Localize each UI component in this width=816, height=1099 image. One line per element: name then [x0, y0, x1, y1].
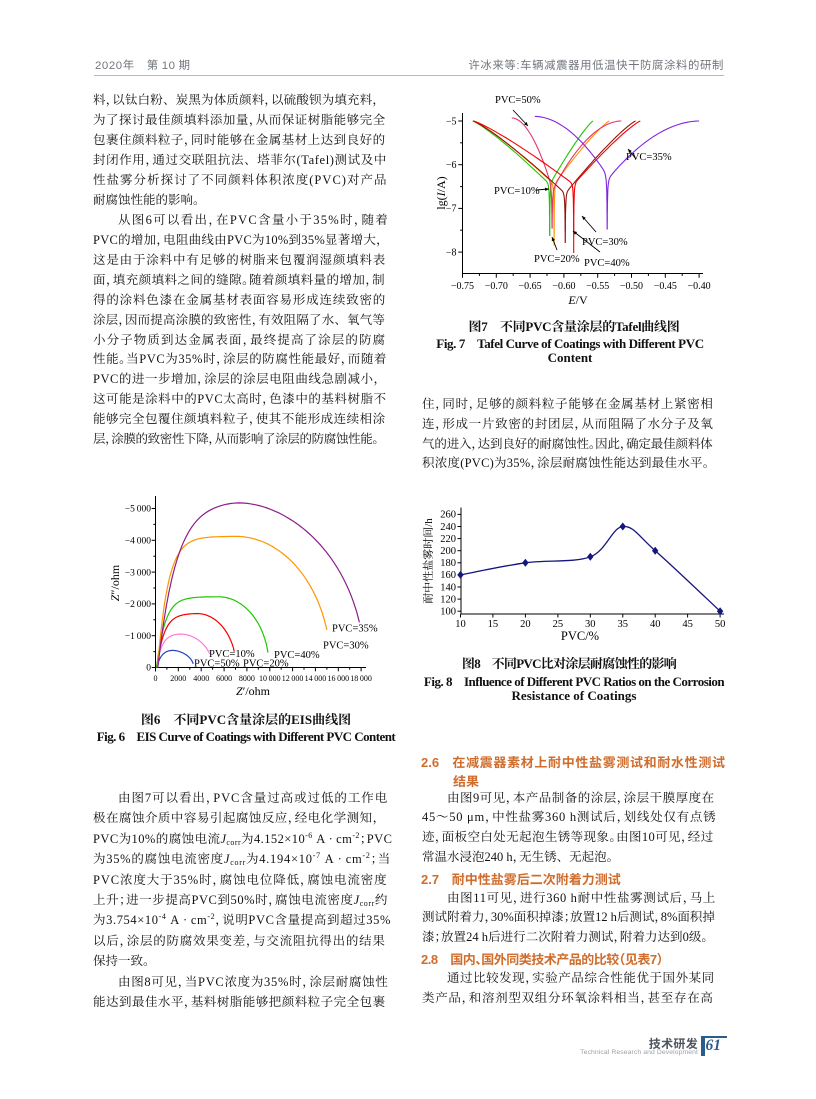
svg-text:15: 15: [488, 619, 499, 630]
svg-text:E/V: E/V: [567, 293, 588, 307]
svg-text:6000: 6000: [216, 674, 232, 683]
svg-text:0: 0: [146, 664, 151, 674]
svg-text:260: 260: [440, 510, 456, 521]
svg-text:100: 100: [440, 607, 456, 618]
svg-text:−3 000: −3 000: [125, 568, 152, 578]
svg-text:lg(I/A): lg(I/A): [434, 176, 448, 209]
svg-text:PVC=35%: PVC=35%: [626, 152, 672, 163]
svg-text:PVC=35%: PVC=35%: [332, 624, 378, 635]
svg-text:18 000: 18 000: [350, 674, 372, 683]
svg-text:−0.65: −0.65: [519, 281, 542, 292]
svg-text:45: 45: [682, 619, 693, 630]
svg-text:−0.50: −0.50: [620, 281, 643, 292]
svg-text:Z″/ohm: Z″/ohm: [108, 564, 122, 601]
svg-text:0: 0: [154, 674, 158, 683]
svg-text:PVC=30%: PVC=30%: [582, 237, 628, 248]
svg-text:−0.55: −0.55: [586, 281, 609, 292]
svg-text:−4 000: −4 000: [125, 537, 152, 547]
svg-text:Z′/ohm: Z′/ohm: [236, 684, 271, 698]
svg-text:14 000: 14 000: [305, 674, 327, 683]
svg-text:35: 35: [618, 619, 629, 630]
svg-text:−0.60: −0.60: [552, 281, 575, 292]
svg-text:40: 40: [650, 619, 661, 630]
svg-text:耐中性盐雾时间/h: 耐中性盐雾时间/h: [422, 518, 435, 604]
svg-text:PVC=40%: PVC=40%: [274, 650, 320, 661]
svg-text:180: 180: [440, 558, 456, 569]
svg-text:4000: 4000: [193, 674, 209, 683]
svg-text:50: 50: [715, 619, 726, 630]
svg-text:200: 200: [440, 546, 456, 557]
svg-text:PVC=50%: PVC=50%: [194, 659, 240, 670]
svg-text:240: 240: [440, 522, 456, 533]
svg-text:−5 000: −5 000: [125, 505, 152, 515]
svg-text:10 000: 10 000: [259, 674, 281, 683]
svg-text:PVC=30%: PVC=30%: [323, 641, 369, 652]
svg-text:−0.75: −0.75: [451, 281, 474, 292]
svg-text:PVC=10%: PVC=10%: [494, 186, 540, 197]
svg-text:−0.45: −0.45: [654, 281, 677, 292]
svg-text:−2 000: −2 000: [125, 600, 152, 610]
svg-text:PVC=10%: PVC=10%: [209, 649, 255, 660]
svg-text:−8: −8: [446, 247, 457, 258]
svg-text:120: 120: [440, 594, 456, 605]
svg-text:PVC=40%: PVC=40%: [584, 258, 630, 269]
svg-text:12 000: 12 000: [282, 674, 304, 683]
svg-text:−7: −7: [446, 204, 457, 215]
svg-text:PVC=50%: PVC=50%: [495, 95, 541, 106]
svg-text:16 000: 16 000: [327, 674, 349, 683]
svg-text:140: 140: [440, 582, 456, 593]
svg-text:2000: 2000: [170, 674, 186, 683]
svg-text:−0.70: −0.70: [485, 281, 508, 292]
svg-text:20: 20: [520, 619, 531, 630]
svg-text:PVC/%: PVC/%: [561, 629, 599, 643]
svg-text:−5: −5: [446, 116, 457, 127]
svg-text:PVC=20%: PVC=20%: [243, 659, 289, 670]
svg-text:−6: −6: [446, 160, 457, 171]
svg-text:30: 30: [585, 619, 596, 630]
svg-text:25: 25: [553, 619, 564, 630]
svg-text:220: 220: [440, 534, 456, 545]
svg-text:160: 160: [440, 570, 456, 581]
svg-text:PVC=20%: PVC=20%: [534, 254, 580, 265]
svg-text:8000: 8000: [239, 674, 255, 683]
svg-text:10: 10: [455, 619, 466, 630]
svg-text:−1 000: −1 000: [125, 632, 152, 642]
svg-text:−0.40: −0.40: [688, 281, 711, 292]
